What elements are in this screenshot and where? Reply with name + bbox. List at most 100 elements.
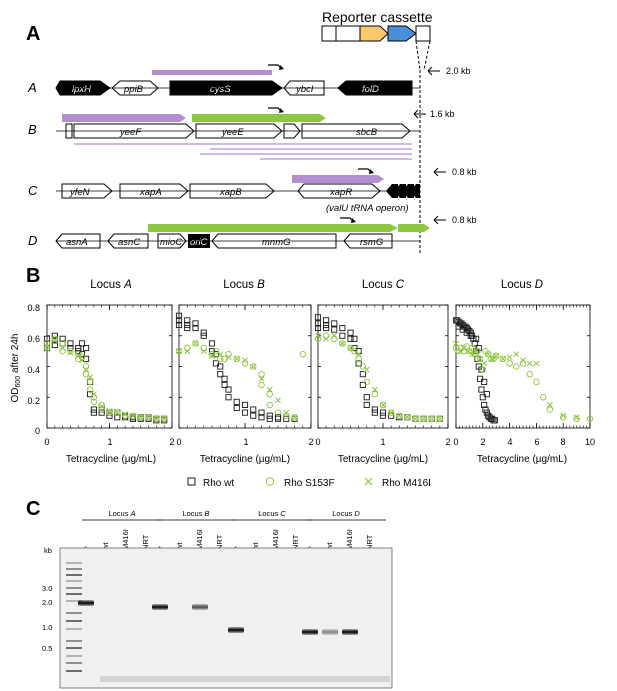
point-rho-m416i (499, 355, 506, 362)
point-rho-wt (208, 340, 216, 347)
point-rho-wt (455, 323, 462, 330)
point-rho-wt (481, 401, 488, 408)
point-rho-wt (67, 345, 74, 352)
point-rho-wt (175, 312, 183, 319)
point-rho-wt (471, 340, 478, 347)
panel-b: B OD600 after 24h Locus A Locus B Locus … (10, 265, 595, 489)
gel-locus-c: Locus C (258, 509, 286, 518)
point-rho-m416i (428, 415, 435, 422)
point-rho-s153f (412, 415, 419, 423)
ladder-band (66, 670, 74, 672)
point-rho-wt (473, 335, 480, 342)
point-rho-wt (363, 394, 370, 401)
ladder-band (66, 587, 74, 589)
ladder-band (66, 568, 74, 570)
point-rho-m416i (242, 357, 248, 364)
point-rho-wt (258, 414, 265, 421)
point-rho-wt (266, 415, 273, 422)
lane-label: M416I (121, 529, 130, 550)
point-rho-wt (379, 412, 387, 419)
svg-text:rsmG: rsmG (360, 237, 383, 248)
point-rho-wt (467, 332, 474, 339)
svg-text:sbcB: sbcB (356, 127, 378, 138)
chart-locus-b (175, 304, 312, 429)
gel-locus-b: Locus B (182, 509, 209, 518)
gel-content (66, 562, 390, 682)
point-rho-wt (331, 320, 338, 327)
lane-label: NRT (215, 534, 224, 550)
point-rho-m416i (412, 415, 419, 422)
point-rho-m416i (137, 414, 144, 421)
point-rho-s153f (153, 415, 160, 423)
point-rho-wt (347, 329, 354, 336)
point-rho-s153f (106, 409, 113, 416)
point-rho-wt (75, 348, 82, 355)
point-rho-m416i (79, 357, 85, 364)
point-rho-s153f (479, 366, 487, 373)
panel-c: C Locus A Locus B Locus C Locus D + wt M41… (26, 498, 393, 689)
green-region-b (192, 114, 326, 122)
lane-label: + (305, 545, 314, 550)
lane-label: wt (175, 542, 184, 551)
point-rho-m416i (209, 352, 215, 359)
row-d-kb: 0.8 kb (452, 215, 477, 225)
point-rho-wt (114, 414, 121, 421)
point-rho-m416i (225, 354, 232, 361)
point-rho-s153f (331, 335, 338, 343)
point-rho-m416i (489, 355, 496, 362)
point-rho-wt (283, 415, 290, 422)
point-rho-s153f (428, 415, 436, 423)
point-rho-wt (479, 394, 486, 401)
point-rho-s153f (347, 344, 354, 352)
svg-text:ppiB: ppiB (123, 84, 144, 95)
ladder-band (66, 612, 74, 614)
point-rho-wt (323, 321, 330, 329)
point-rho-wt (175, 321, 183, 329)
point-rho-m416i (396, 412, 403, 419)
point-rho-s153f (114, 409, 121, 416)
ladder-band (66, 600, 74, 602)
point-rho-m416i (371, 386, 378, 393)
point-rho-m416i (457, 348, 463, 355)
point-rho-s153f (519, 360, 527, 367)
point-rho-wt (233, 398, 240, 405)
point-rho-wt (67, 340, 74, 347)
point-rho-m416i (217, 351, 224, 358)
point-rho-m416i (233, 355, 240, 362)
point-rho-s153f (499, 355, 507, 363)
ladder-band (74, 612, 82, 614)
point-rho-m416i (161, 415, 168, 422)
point-rho-s153f (474, 347, 481, 355)
point-rho-wt (314, 320, 322, 327)
point-rho-wt (266, 412, 273, 419)
point-rho-s153f (258, 381, 265, 389)
point-rho-s153f (82, 363, 90, 370)
point-rho-s153f (291, 413, 298, 421)
point-rho-s153f (98, 401, 105, 409)
panel-b-label: B (26, 265, 40, 287)
ladder-band (66, 620, 74, 622)
svg-text:mnmG: mnmG (262, 237, 291, 248)
point-rho-m416i (436, 415, 443, 422)
svg-text:xapR: xapR (329, 187, 352, 198)
x-axis-title-a: Tetracycline (µg/mL) (66, 454, 156, 465)
ladder-band (66, 593, 74, 595)
point-rho-wt (51, 332, 58, 339)
chart-title-b: Locus B (223, 279, 265, 291)
point-rho-s153f (322, 332, 330, 340)
gel-band (78, 600, 94, 606)
gel-band (322, 629, 338, 635)
point-rho-wt (379, 409, 387, 416)
point-rho-wt (323, 317, 330, 324)
point-rho-s153f (586, 415, 594, 423)
point-rho-m416i (59, 345, 66, 352)
legend: Rho wt Rho S153F Rho M416I (187, 477, 431, 489)
point-rho-wt (51, 341, 58, 349)
ladder-band (74, 628, 82, 630)
svg-text:ybcI: ybcI (295, 84, 314, 95)
x-tick-label: 1 (243, 437, 248, 447)
point-rho-wt (478, 386, 485, 393)
ladder-band (74, 580, 82, 582)
svg-text:folD: folD (362, 84, 379, 95)
point-rho-wt (483, 391, 490, 398)
